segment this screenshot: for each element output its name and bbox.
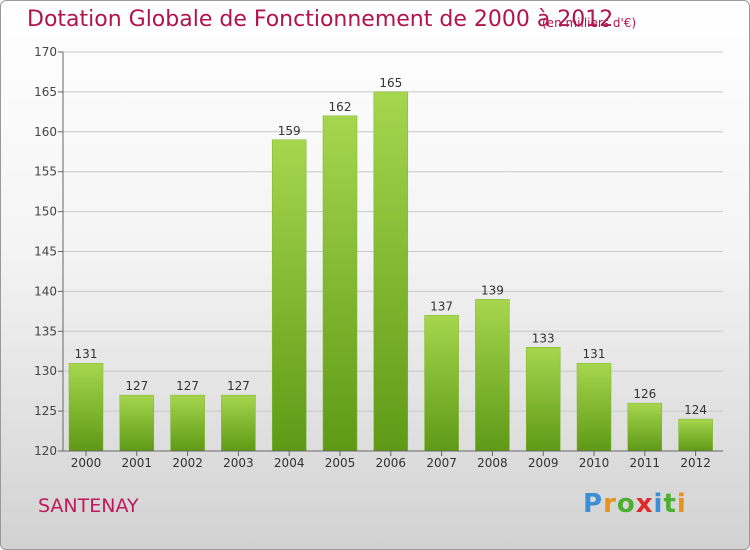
- chart-title: Dotation Globale de Fonctionnement de 20…: [27, 7, 614, 32]
- logo-letter: P: [583, 489, 604, 519]
- y-tick-label: 170: [34, 45, 57, 59]
- bar-2008: [475, 299, 510, 452]
- value-label-2010: 131: [583, 347, 606, 361]
- bar-2000: [68, 362, 104, 452]
- axes: [58, 51, 723, 456]
- bar-2003: [221, 394, 256, 452]
- value-label-2009: 133: [532, 331, 555, 345]
- x-tick-label-2002: 2002: [172, 456, 203, 470]
- x-tick-label-2004: 2004: [274, 456, 305, 470]
- x-tick-label-2006: 2006: [376, 456, 407, 470]
- y-tick-label: 125: [34, 404, 57, 418]
- value-label-2003: 127: [227, 379, 250, 393]
- y-tick-label: 165: [34, 85, 57, 99]
- x-tick-label-2000: 2000: [71, 456, 102, 470]
- y-tick-label: 120: [34, 444, 57, 458]
- value-label-2002: 127: [176, 379, 199, 393]
- bar-2009: [525, 347, 561, 452]
- value-label-2004: 159: [278, 124, 301, 138]
- bar-2006: [373, 91, 409, 452]
- x-tick-label-2001: 2001: [122, 456, 153, 470]
- bar-2001: [119, 394, 155, 452]
- proxiti-logo: Proxiti: [583, 489, 687, 519]
- y-tick-label: 155: [34, 165, 57, 179]
- bar-2002: [170, 394, 205, 452]
- y-tick-label: 150: [34, 205, 57, 219]
- x-tick-label-2010: 2010: [579, 456, 610, 470]
- bar-2011: [627, 402, 663, 452]
- y-tick-label: 130: [34, 364, 57, 378]
- value-label-2007: 137: [430, 299, 453, 313]
- x-tick-label-2009: 2009: [528, 456, 559, 470]
- x-tick-label-2008: 2008: [477, 456, 508, 470]
- logo-letter: o: [616, 489, 636, 519]
- y-tick-label: 135: [34, 324, 57, 338]
- bar-2004: [271, 139, 307, 452]
- x-tick-label-2003: 2003: [223, 456, 254, 470]
- logo-letter: x: [635, 489, 654, 519]
- bar-2012: [678, 418, 713, 452]
- logo-letter: i: [676, 489, 687, 519]
- x-tick-label-2007: 2007: [426, 456, 457, 470]
- bar-2010: [576, 362, 612, 452]
- bar-2005: [322, 115, 358, 452]
- value-label-2012: 124: [684, 403, 707, 417]
- value-label-2011: 126: [633, 387, 656, 401]
- x-tick-label-2005: 2005: [325, 456, 356, 470]
- value-label-2008: 139: [481, 283, 504, 297]
- logo-letter: i: [653, 489, 664, 519]
- y-tick-label: 140: [34, 284, 57, 298]
- commune-name: SANTENAY: [38, 495, 139, 517]
- logo-letter: t: [663, 489, 677, 519]
- chart-unit: (en milliers d'€): [542, 16, 637, 30]
- logo-letter: r: [603, 489, 617, 519]
- value-label-2000: 131: [75, 347, 98, 361]
- y-tick-label: 145: [34, 245, 57, 259]
- bars: [68, 91, 713, 452]
- x-tick-label-2011: 2011: [630, 456, 661, 470]
- value-label-2001: 127: [125, 379, 148, 393]
- bar-2007: [424, 315, 459, 452]
- labels: 120 125 130 135 140 145 150 155 160 165 170 131 2000…: [34, 45, 711, 470]
- value-label-2006: 165: [379, 76, 402, 90]
- y-tick-label: 160: [34, 125, 57, 139]
- value-label-2005: 162: [329, 100, 352, 114]
- x-tick-label-2012: 2012: [680, 456, 711, 470]
